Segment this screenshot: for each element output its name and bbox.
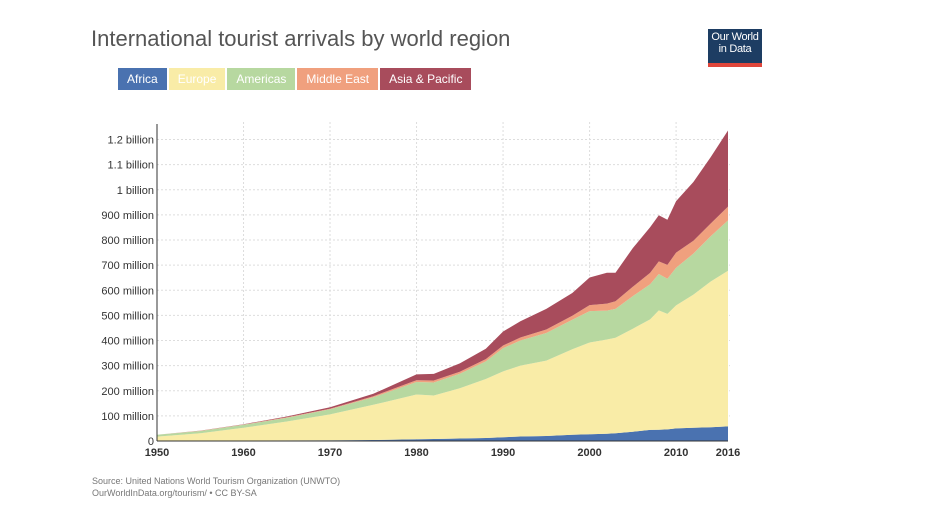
x-tick-label: 2016: [716, 447, 740, 459]
y-tick-label: 300 million: [101, 361, 154, 373]
y-tick-label: 200 million: [101, 386, 154, 398]
x-tick-label: 1970: [318, 447, 342, 459]
x-tick-label: 1990: [491, 447, 515, 459]
area-europe: [157, 270, 728, 441]
legend-item-asia-pacific[interactable]: Asia & Pacific: [380, 68, 472, 90]
x-tick-label: 1950: [145, 447, 169, 459]
y-tick-label: 1.1 billion: [108, 160, 154, 172]
legend-item-middle-east[interactable]: Middle East: [297, 68, 379, 90]
x-tick-label: 2000: [577, 447, 601, 459]
chart-title: International tourist arrivals by world …: [91, 26, 511, 51]
x-tick-label: 1980: [404, 447, 428, 459]
y-tick-label: 1.2 billion: [108, 135, 154, 147]
legend-item-africa[interactable]: Africa: [118, 68, 167, 90]
legend: Africa Europe Americas Middle East Asia & Pa…: [118, 68, 473, 90]
x-tick-label: 1960: [231, 447, 255, 459]
legend-item-europe[interactable]: Europe: [168, 68, 226, 90]
x-tick-label: 2010: [664, 447, 688, 459]
legend-item-americas[interactable]: Americas: [227, 68, 296, 90]
our-world-in-data-logo[interactable]: Our World in Data: [708, 29, 762, 67]
y-tick-label: 800 million: [101, 235, 154, 247]
area-africa: [157, 426, 728, 441]
source-line-2[interactable]: OurWorldInData.org/tourism/ • CC BY-SA: [92, 488, 257, 498]
y-tick-label: 900 million: [101, 210, 154, 222]
y-tick-label: 600 million: [101, 285, 154, 297]
logo-line-2: in Data: [718, 43, 752, 55]
y-tick-label: 500 million: [101, 310, 154, 322]
area-americas: [157, 220, 728, 437]
y-tick-label: 400 million: [101, 336, 154, 348]
y-tick-label: 100 million: [101, 411, 154, 423]
y-tick-label: 1 billion: [117, 185, 154, 197]
source-line-1: Source: United Nations World Tourism Org…: [92, 476, 341, 486]
area-asia-pacific: [157, 130, 728, 435]
y-tick-label: 700 million: [101, 260, 154, 272]
logo-line-1: Our World: [711, 31, 759, 43]
source-note: Source: United Nations World Tourism Org…: [92, 475, 340, 499]
y-tick-label: 0: [148, 436, 154, 448]
